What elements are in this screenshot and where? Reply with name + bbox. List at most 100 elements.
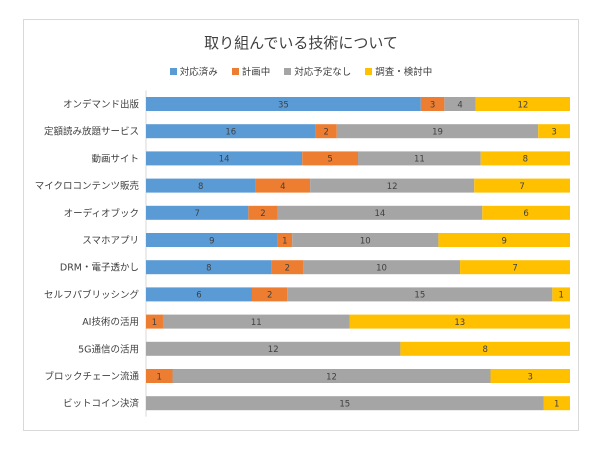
bar-segment-x-3 [302,151,358,166]
legend-label: 対応予定なし [294,67,352,78]
bar-segment-x-2 [538,124,570,139]
data-label: 7 [512,264,517,274]
category-label: オーディオブック [64,207,139,219]
bar-segment-x-11 [172,369,491,383]
legend-label: 対応済み [179,67,218,78]
bar-segment-x-8 [287,287,553,302]
data-label: 4 [457,100,462,110]
bar-segment-x-12 [146,396,544,411]
bar-segment-x-3 [358,151,481,166]
data-label: 12 [326,372,337,382]
category-label: スマホアプリ [82,236,139,247]
bar-segment-x-1 [444,97,476,111]
data-label: 35 [278,100,289,110]
data-label: 2 [267,291,272,301]
bar-segment-x-6 [277,233,293,247]
legend-swatch [231,67,239,75]
data-label: 2 [285,264,290,274]
bar-segment-x-2 [336,124,539,139]
bar-segment-x-3 [480,151,570,166]
category-label: ブロックチェーン流通 [44,371,139,383]
bar-segment-x-2 [146,124,316,139]
bar-segment-x-8 [252,287,288,302]
bar-segment-x-5 [248,205,278,220]
legend-swatch [169,67,177,75]
bar-segment-x-10 [146,341,401,356]
legend-swatch [284,67,292,75]
bar-segment-x-5 [482,205,570,220]
data-label: 10 [376,264,387,274]
data-label: 11 [414,155,425,165]
data-label: 12 [268,345,279,355]
bar-segment-x-10 [400,341,570,356]
bar-segment-x-4 [255,178,311,193]
data-label: 1 [157,372,162,382]
category-label: 動画サイト [91,154,139,165]
data-label: 9 [501,236,506,246]
bar-segment-x-4 [310,178,475,193]
legend-item-4: 調査・検討中 [365,64,432,78]
data-label: 16 [225,128,236,138]
data-label: 9 [209,236,214,246]
category-label: ビットコイン決済 [63,398,140,410]
bar-segment-x-1 [420,97,445,111]
legend-item-2: 計画中 [231,64,271,78]
legend-swatch [365,67,373,75]
bar-segment-x-7 [460,260,570,275]
bar-segment-x-3 [146,151,303,166]
data-label: 3 [528,372,533,382]
bar-segment-x-1 [475,97,570,111]
category-label: 5G通信の活用 [78,343,139,355]
data-label: 1 [282,236,287,246]
data-label: 2 [323,128,328,138]
data-label: 19 [432,128,443,138]
bar-segment-x-9 [146,314,163,329]
bar-segment-x-5 [146,205,249,220]
data-label: 1 [554,400,559,410]
bar-segment-x-5 [277,205,483,220]
data-label: 14 [375,209,386,219]
bar-segment-x-12 [543,396,570,411]
bar-segment-x-7 [146,260,272,275]
data-label: 6 [196,291,201,301]
data-label: 3 [551,128,556,138]
chart-title: 取り組んでいる技術について [204,34,398,52]
data-label: 2 [260,209,265,219]
bar-segment-x-6 [146,233,278,247]
category-label: 定額読み放題サービス [44,126,139,138]
data-label: 10 [360,236,371,246]
data-label: 8 [206,264,211,274]
bar-segment-x-4 [146,178,256,193]
category-label: マイクロコンテンツ販売 [35,180,139,192]
legend-item-3: 対応予定なし [284,64,351,78]
data-label: 15 [414,291,425,301]
bar-segment-x-7 [303,260,461,275]
chart-frame: 取り組んでいる技術について 対応済み 計画中 対応予定なし 調査・検討中 オンデマンド… [23,19,579,431]
data-label: 12 [387,182,398,192]
category-label: オンデマンド出版 [63,99,140,111]
data-label: 15 [339,400,350,410]
bar-segment-x-9 [349,314,570,329]
category-label: セルフパブリッシング [44,289,140,301]
data-label: 6 [523,209,528,219]
bar-segment-x-9 [162,314,350,329]
data-label: 11 [251,318,262,328]
data-label: 8 [523,155,528,165]
legend-label: 調査・検討中 [375,67,433,78]
bar-segment-x-11 [490,369,570,383]
data-label: 5 [327,155,332,165]
data-label: 8 [198,182,203,192]
bar-segment-x-7 [271,260,304,275]
data-label: 4 [280,182,285,192]
bar-segment-x-6 [438,233,570,247]
data-label: 14 [219,155,230,165]
category-label: DRM・電子透かし [60,263,139,274]
category-label: AI技術の活用 [82,316,139,328]
bar-segment-x-2 [315,124,337,139]
data-label: 7 [194,209,199,219]
legend-label: 計画中 [241,67,271,78]
bar-segment-x-1 [146,97,421,111]
data-label: 8 [482,345,487,355]
bar-segment-x-11 [146,369,173,383]
